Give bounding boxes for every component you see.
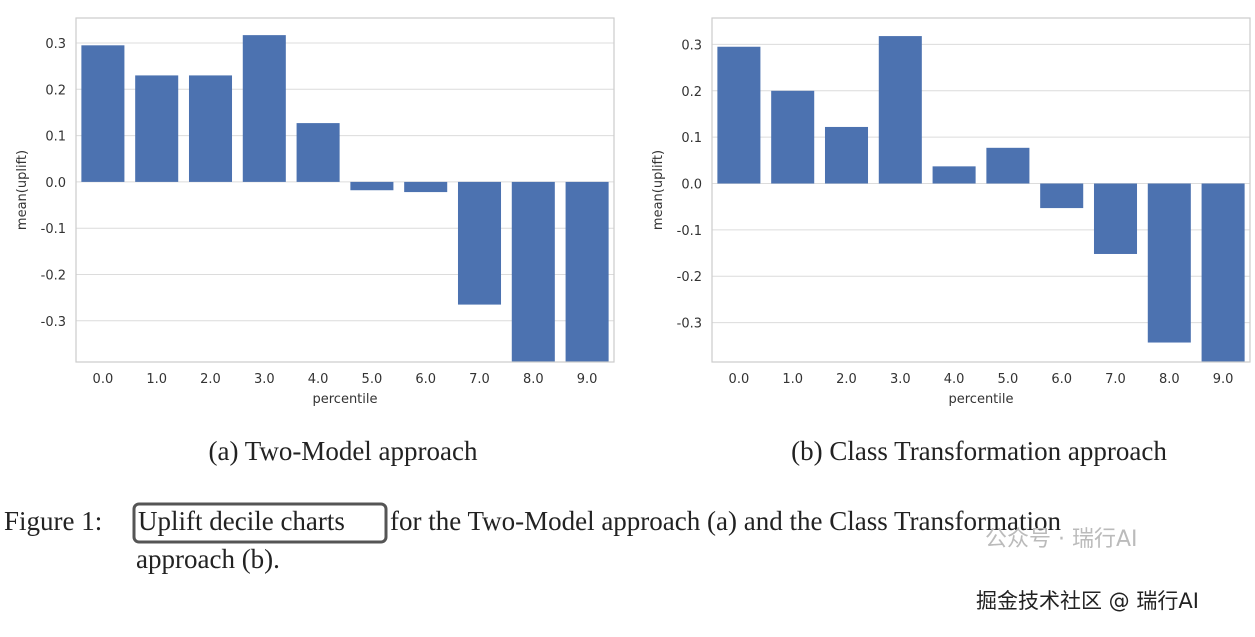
bar: [296, 123, 340, 182]
x-tick-label: 7.0: [1105, 372, 1126, 387]
caption-text: approach (b).: [136, 544, 280, 574]
y-tick-label: 0.2: [681, 85, 702, 100]
y-tick-label: 0.0: [45, 176, 66, 191]
bars: [81, 35, 609, 362]
y-tick-label: -0.2: [41, 268, 66, 283]
plot-frame: [75, 17, 615, 363]
highlight-box: [132, 502, 388, 544]
x-tick-label: 1.0: [782, 372, 803, 387]
subcaption: (a) Two-Model approach: [208, 436, 478, 466]
y-axis-label: mean(uplift): [15, 150, 30, 230]
bar: [986, 147, 1030, 184]
y-tick-label: -0.3: [677, 317, 702, 332]
bars: [717, 36, 1245, 362]
bar: [1093, 183, 1138, 254]
y-tick-label: 0.3: [681, 38, 702, 53]
bar: [1040, 183, 1084, 209]
bar: [135, 75, 179, 182]
watermark: 掘金技术社区 @ 瑞行AI: [976, 589, 1199, 613]
y-tick-label: -0.1: [677, 224, 702, 239]
caption-highlight: Uplift decile charts: [138, 506, 345, 536]
x-tick-label: 6.0: [415, 372, 436, 387]
bar: [771, 90, 815, 184]
bar: [717, 46, 761, 184]
y-tick-label: 0.3: [45, 37, 66, 52]
caption-label: Figure 1:: [4, 506, 102, 536]
subcaption: (b) Class Transformation approach: [791, 436, 1167, 466]
x-tick-label: 7.0: [469, 372, 490, 387]
y-tick-label: 0.1: [45, 130, 66, 145]
x-tick-label: 4.0: [944, 372, 965, 387]
x-tick-label: 2.0: [200, 372, 221, 387]
y-axis-label: mean(uplift): [651, 150, 666, 230]
plot-frame: [711, 17, 1251, 363]
x-axis-label: percentile: [312, 392, 377, 407]
x-tick-label: 2.0: [836, 372, 857, 387]
watermark: 公众号 · 瑞行AI: [985, 527, 1138, 552]
x-tick-label: 8.0: [1159, 372, 1180, 387]
x-tick-label: 1.0: [146, 372, 167, 387]
y-tick-label: -0.2: [677, 270, 702, 285]
bar: [1147, 183, 1191, 343]
bar: [932, 166, 976, 184]
bar: [511, 181, 555, 362]
bar: [878, 36, 922, 184]
bar: [565, 181, 609, 362]
bar: [350, 181, 394, 191]
y-tick-label: -0.3: [41, 315, 66, 330]
x-tick-label: 3.0: [890, 372, 911, 387]
bar: [824, 126, 869, 184]
y-tick-label: 0.0: [681, 178, 702, 193]
y-tick-label: 0.1: [681, 131, 702, 146]
caption-text: for the Two-Model approach (a) and the C…: [390, 506, 1061, 536]
x-tick-label: 9.0: [1213, 372, 1234, 387]
x-tick-label: 5.0: [362, 372, 383, 387]
y-tick-label: 0.2: [45, 83, 66, 98]
x-tick-label: 0.0: [93, 372, 114, 387]
x-axis-label: percentile: [948, 392, 1013, 407]
x-tick-label: 9.0: [577, 372, 598, 387]
x-tick-label: 4.0: [308, 372, 329, 387]
x-tick-label: 0.0: [729, 372, 750, 387]
x-tick-label: 8.0: [523, 372, 544, 387]
x-tick-label: 3.0: [254, 372, 275, 387]
bar: [242, 35, 286, 182]
x-tick-label: 6.0: [1051, 372, 1072, 387]
y-tick-label: -0.1: [41, 222, 66, 237]
bar: [404, 181, 448, 193]
bar: [1201, 183, 1245, 362]
bar: [81, 45, 125, 182]
bar: [188, 75, 233, 182]
x-tick-label: 5.0: [998, 372, 1019, 387]
bar: [457, 181, 502, 305]
